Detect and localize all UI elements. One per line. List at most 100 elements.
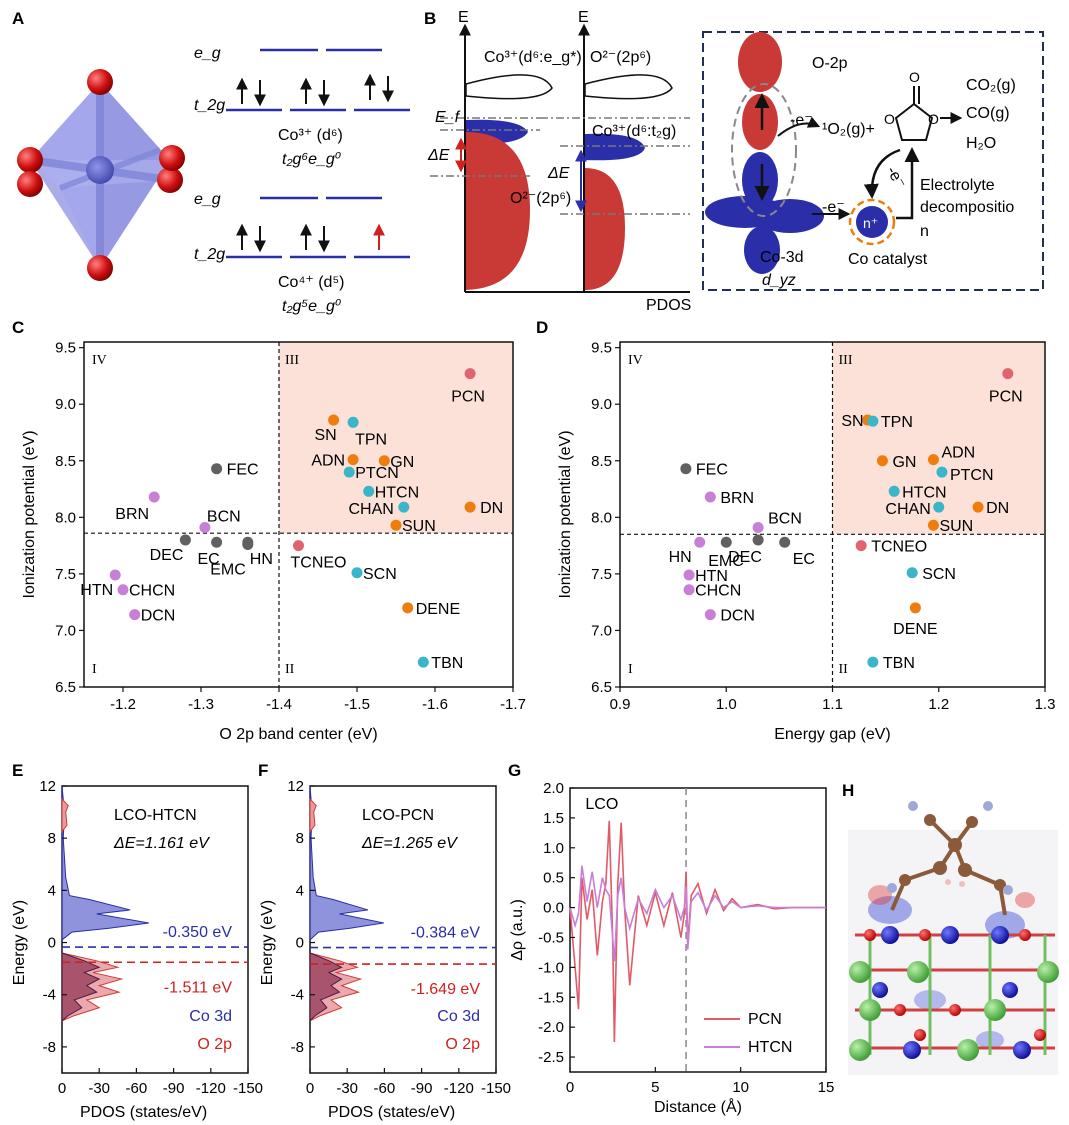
y-tick-label: 7.0 [55, 622, 76, 639]
point-label: DENE [893, 621, 937, 638]
point-label: SN [314, 427, 336, 444]
panel-label-g: G [508, 761, 521, 780]
data-point [704, 609, 716, 621]
x-axis-label: Distance (Å) [654, 1097, 742, 1116]
x-axis-label: Energy gap (eV) [774, 726, 891, 743]
data-point [779, 536, 791, 548]
data-point [363, 485, 375, 497]
co-label: CO(g) [966, 105, 1010, 122]
quadrant-label-iii: III [285, 353, 299, 368]
o2p-top-area [61, 797, 69, 834]
data-point [347, 416, 359, 428]
panel-title: LCO-HTCN [114, 807, 197, 824]
co4-config: t₂g⁵e_g⁰ [282, 298, 342, 315]
point-label: DN [986, 500, 1009, 517]
point-label: TPN [355, 431, 387, 448]
point-label: HN [669, 549, 692, 566]
x-tick-label: 0 [566, 1079, 574, 1096]
data-point [179, 534, 191, 546]
y-tick-label: 8.0 [55, 509, 76, 526]
co3d-orbital-label: Co-3d [760, 249, 804, 266]
energy-axis-2: E [578, 9, 589, 26]
point-label: DCN [720, 608, 755, 625]
x-tick-label: -30 [88, 1080, 110, 1097]
series-line-htcn [569, 865, 826, 962]
legend-label: HTCN [748, 1039, 792, 1056]
o2p-top-area [309, 797, 317, 834]
point-label: CHCN [695, 583, 741, 600]
x-tick-label: 1.0 [716, 696, 737, 713]
data-point [343, 466, 355, 478]
point-label: CHAN [885, 501, 930, 518]
y-tick-label: 6.5 [55, 679, 76, 696]
y-tick-label: 0.0 [543, 900, 564, 917]
point-label: HTN [695, 568, 728, 585]
x-tick-label: 1.2 [928, 696, 949, 713]
y-tick-label: 12 [39, 778, 56, 795]
co3d-low-dos-area [61, 952, 101, 1022]
point-label: TBN [431, 655, 463, 672]
data-point [378, 455, 390, 467]
quadrant-label-iv: IV [92, 353, 107, 368]
electrolyte-label-2: decompositio [920, 199, 1014, 216]
co-catalyst-label: Co catalyst [848, 251, 928, 268]
band-diagram: E E Co³⁺(d⁶:e_g*) O²⁻(2p⁶) E_f ΔE Co³⁺(d… [427, 9, 691, 314]
eside-label: -e⁻ [883, 164, 909, 192]
data-point [683, 569, 695, 581]
y-tick-label: 8 [296, 830, 304, 847]
plot-frame [83, 341, 514, 688]
data-point [909, 602, 921, 614]
legend-label: PCN [748, 1011, 782, 1028]
data-point [694, 536, 706, 548]
charge-density-model [848, 801, 1059, 1075]
y-tick-label: -2.5 [538, 1049, 564, 1066]
x-tick-label: 0 [58, 1080, 66, 1097]
data-point [720, 536, 732, 548]
point-label: BRN [115, 506, 149, 523]
mechanism-scheme: O-2p -e⁻ ¹O₂(g)+ O O O CO₂(g) CO(g) H₂O … [702, 31, 1044, 291]
orbital-diagram: e_g t_2g e_g t_2g Co³⁺ (d⁶) t₂g⁶e_g⁰ Co⁴… [194, 45, 410, 315]
x-tick-label: -1.3 [188, 696, 214, 713]
point-label: HN [250, 551, 273, 568]
h2o-label: H₂O [966, 135, 996, 152]
y-tick-label: -0.5 [538, 929, 564, 946]
y-tick-label: 7.5 [591, 566, 612, 583]
eg-label-2: e_g [194, 191, 221, 208]
y-tick-label: 4 [296, 882, 304, 899]
y-tick-label: -4 [291, 987, 304, 1004]
y-tick-label: 12 [287, 778, 304, 795]
y-tick-label: 9.5 [55, 340, 76, 357]
y-tick-label: 6.5 [591, 679, 612, 696]
data-point [390, 519, 402, 531]
data-point [242, 538, 254, 550]
data-point [398, 501, 410, 513]
y-axis-label: Energy (eV) [11, 900, 28, 985]
point-label: SUN [402, 518, 436, 535]
data-point [417, 656, 429, 668]
y-axis-label: Energy (eV) [259, 900, 276, 985]
x-tick-label: -1.6 [422, 696, 448, 713]
scatter-chart-d: 0.9 1.0 1.1 1.2 1.3 6.5 7.0 7.5 8.0 8.5 9.0 9.5 Ener… [557, 340, 1055, 743]
data-point [927, 454, 939, 466]
y-tick-label: 0 [48, 935, 56, 952]
point-label: SUN [939, 518, 973, 535]
point-label: DEC [150, 547, 184, 564]
data-point [855, 540, 867, 552]
point-label: PTCN [355, 465, 399, 482]
data-point [683, 584, 695, 596]
x-tick-label: -150 [481, 1080, 511, 1097]
point-label: FEC [227, 462, 259, 479]
series-line-pcn [569, 820, 826, 1043]
point-label: EMC [708, 553, 744, 570]
data-point [328, 414, 340, 426]
co3-label: Co³⁺ (d⁶) [278, 127, 343, 144]
y-tick-label: 0 [296, 935, 304, 952]
co2-label: CO₂(g) [966, 77, 1016, 94]
x-tick-label: -30 [336, 1080, 358, 1097]
data-point [867, 656, 879, 668]
electrolyte-label-1: Electrolyte [920, 177, 995, 194]
electrolyte-label-3: n [920, 223, 929, 240]
point-label: DN [480, 500, 503, 517]
pdos-chart-f: 0 -30 -60 -90 -120 -150 -8 -4 0 4 8 12 PDOS (states/… [259, 778, 511, 1121]
